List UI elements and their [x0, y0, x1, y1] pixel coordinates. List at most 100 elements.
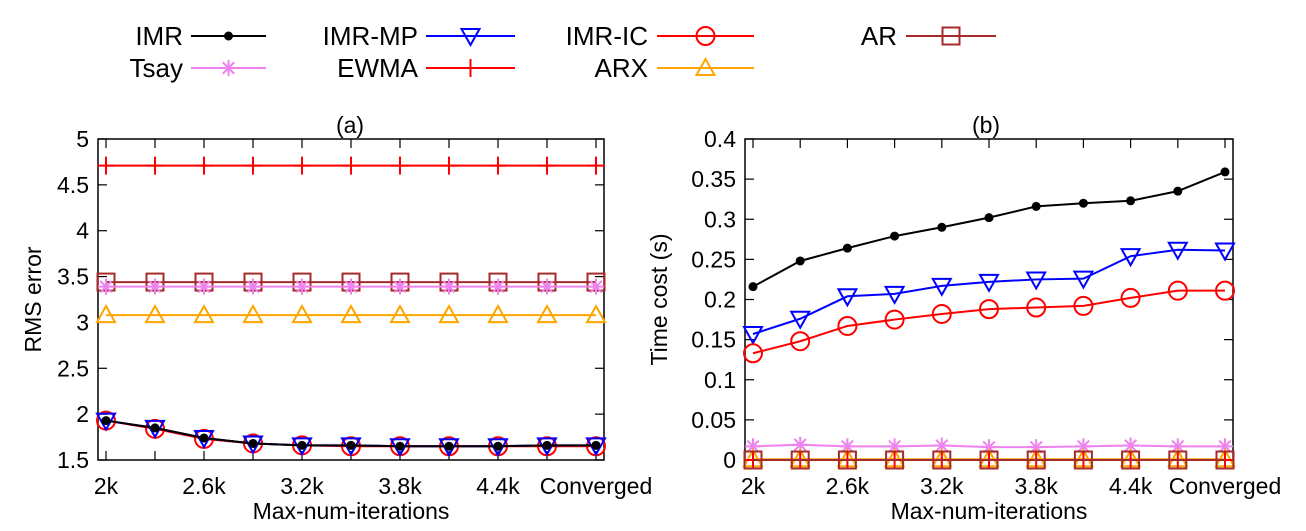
series-line-imr-mp	[752, 248, 1226, 335]
data-point-imr	[795, 256, 805, 266]
series-imr-ic	[743, 280, 1235, 364]
data-point-ar	[1026, 450, 1046, 470]
data-point-imr	[842, 243, 852, 253]
legend-item-imr: IMR	[135, 21, 266, 51]
legend-label-imr-ic: IMR-IC	[566, 21, 648, 51]
data-point-ewma	[293, 156, 311, 175]
data-point-imr	[248, 438, 258, 448]
x-tick-label: 2k	[94, 473, 119, 499]
data-point-ar	[743, 450, 763, 470]
data-point-imr-mp	[789, 310, 811, 330]
x-tick-label: 3.8k	[1014, 473, 1058, 499]
y-tick-label: 3.5	[57, 264, 89, 290]
data-point-ewma	[342, 156, 360, 175]
y-tick-label: 1.5	[57, 447, 89, 473]
legend-label-arx: ARX	[595, 53, 648, 83]
data-point-imr-ic	[979, 299, 999, 320]
panel-title: (a)	[336, 112, 364, 138]
data-point-imr-mp	[931, 277, 953, 297]
data-point-imr-mp	[1214, 242, 1236, 262]
data-point-tsay	[539, 278, 555, 295]
y-tick-label: 0	[723, 447, 736, 473]
y-tick-label: 0.3	[704, 206, 736, 232]
chart-panel-a: 1.5 2 2.5 3 3.5 4 4.5 5 2k 2.6k 3.2k 3.8k 4.4k Conver…	[20, 112, 652, 524]
data-point-ewma	[391, 156, 409, 175]
x-tick-label: 2.6k	[826, 473, 870, 499]
data-point-imr-ic	[1215, 280, 1235, 301]
data-point-imr	[591, 440, 601, 450]
data-point-ar	[790, 450, 810, 470]
series-imr	[101, 416, 601, 451]
legend: IMR IMR-MP IMR-IC AR Tsay EWMA ARX	[130, 21, 996, 83]
data-point-imr	[1126, 196, 1136, 206]
x-axis: 2k 2.6k 3.2k 3.8k 4.4k Converged	[94, 139, 652, 499]
series-ewma	[97, 156, 605, 175]
legend-marker-imr-mp	[459, 28, 482, 48]
data-point-imr-ic	[1073, 295, 1094, 316]
y-tick-label: 0.25	[691, 246, 736, 272]
data-point-arx	[389, 304, 411, 324]
data-point-imr-mp	[1025, 271, 1047, 291]
data-point-arx	[487, 304, 509, 324]
y-tick-label: 0.05	[691, 407, 736, 433]
y-tick-label: 2	[76, 401, 89, 427]
data-point-imr	[395, 441, 405, 451]
y-tick-label: 0.2	[704, 287, 736, 313]
legend-label-ewma: EWMA	[337, 53, 419, 83]
data-point-tsay	[1169, 438, 1186, 455]
legend-label-imr: IMR	[135, 21, 183, 51]
data-point-tsay	[745, 438, 761, 455]
y-tick-label: 3	[76, 309, 89, 335]
data-point-imr	[748, 282, 758, 292]
data-point-tsay	[1217, 438, 1233, 455]
data-point-tsay	[792, 436, 809, 453]
data-point-ar	[837, 450, 857, 470]
x-tick-label: 3.8k	[378, 473, 422, 499]
x-axis-title: Max-num-iterations	[253, 498, 450, 524]
legend-marker-ar	[941, 26, 961, 46]
y-axis: 0 0.05 0.1 0.15 0.2 0.25 0.3 0.35 0.4	[691, 126, 1233, 473]
data-point-ewma	[146, 156, 164, 175]
y-tick-label: 0.35	[691, 166, 736, 192]
plot-frame	[97, 138, 605, 461]
data-point-imr-ic	[884, 309, 905, 330]
x-tick-label: 2.6k	[182, 473, 226, 499]
data-point-ewma	[440, 156, 458, 175]
y-tick-label: 2.5	[57, 355, 89, 381]
data-point-tsay	[490, 278, 506, 295]
data-point-ar	[885, 450, 905, 470]
y-axis: 1.5 2 2.5 3 3.5 4 4.5 5	[57, 126, 604, 473]
data-point-tsay	[196, 278, 212, 295]
legend-item-imr-ic: IMR-IC	[566, 21, 754, 51]
data-point-tsay	[147, 278, 163, 295]
legend-item-arx: ARX	[595, 53, 754, 83]
data-point-imr-mp	[836, 288, 859, 308]
series-imr-mp	[742, 241, 1236, 346]
x-tick-label: 4.4k	[1109, 473, 1153, 499]
data-point-ewma	[244, 156, 262, 175]
x-axis-title: Max-num-iterations	[891, 498, 1088, 524]
legend-label-imr-mp: IMR-MP	[323, 21, 418, 51]
data-point-imr	[1078, 198, 1088, 208]
data-point-imr	[101, 416, 111, 426]
legend-label-ar: AR	[861, 21, 897, 51]
data-point-tsay	[981, 439, 997, 456]
data-point-imr	[1031, 201, 1041, 211]
legend-item-tsay: Tsay	[130, 53, 266, 83]
data-point-imr-ic	[1026, 297, 1047, 318]
data-point-imr-mp	[742, 326, 764, 346]
data-point-arx	[585, 304, 607, 324]
legend-marker-imr-ic	[695, 26, 716, 46]
x-tick-label: Converged	[1169, 473, 1282, 499]
y-axis-title: Time cost (s)	[646, 233, 672, 365]
y-tick-label: 0.15	[691, 327, 736, 353]
x-tick-label: Converged	[540, 473, 653, 499]
data-point-tsay	[588, 278, 604, 295]
data-point-tsay	[392, 278, 408, 295]
y-tick-label: 4	[76, 218, 89, 244]
data-point-arx	[242, 304, 264, 324]
data-point-ar	[979, 450, 999, 470]
data-point-tsay	[933, 437, 950, 454]
data-point-imr	[542, 440, 552, 450]
